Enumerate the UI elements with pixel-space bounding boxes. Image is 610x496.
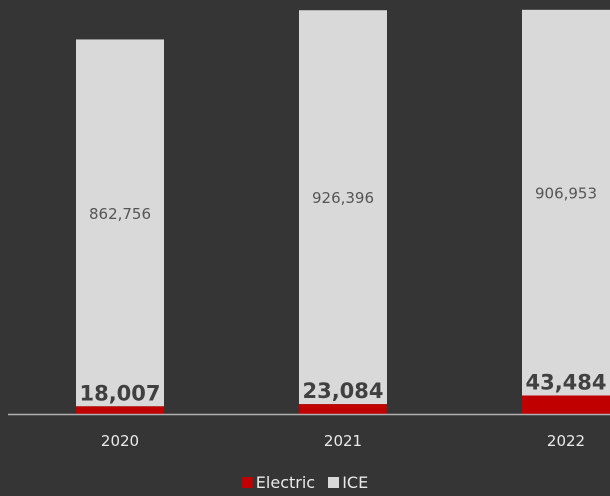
chart-legend: Electric ICE [0,473,610,492]
label-electric-2020: 18,007 [79,381,160,405]
label-ice-2021: 926,396 [312,189,374,207]
legend-swatch-electric [241,477,253,488]
x-tick-label-2020: 2020 [101,432,139,450]
legend-label-electric: Electric [255,473,316,492]
x-tick-label-2022: 2022 [547,432,585,450]
legend-swatch-ice [328,477,340,488]
bar-electric-2020 [76,406,164,414]
label-electric-2021: 23,084 [302,379,383,403]
bar-electric-2021 [299,404,387,414]
legend-item-ice: ICE [328,473,368,492]
bar-ice-2020 [76,39,164,407]
legend-item-electric: Electric [241,473,316,492]
bar-ice-2021 [299,10,387,405]
bar-ice-2022 [522,9,610,396]
label-ice-2022: 906,953 [535,185,597,203]
label-electric-2022: 43,484 [525,371,606,395]
legend-label-ice: ICE [342,473,369,492]
bar-electric-2022 [522,395,610,414]
label-ice-2020: 862,756 [89,205,151,223]
x-tick-label-2021: 2021 [324,432,362,450]
